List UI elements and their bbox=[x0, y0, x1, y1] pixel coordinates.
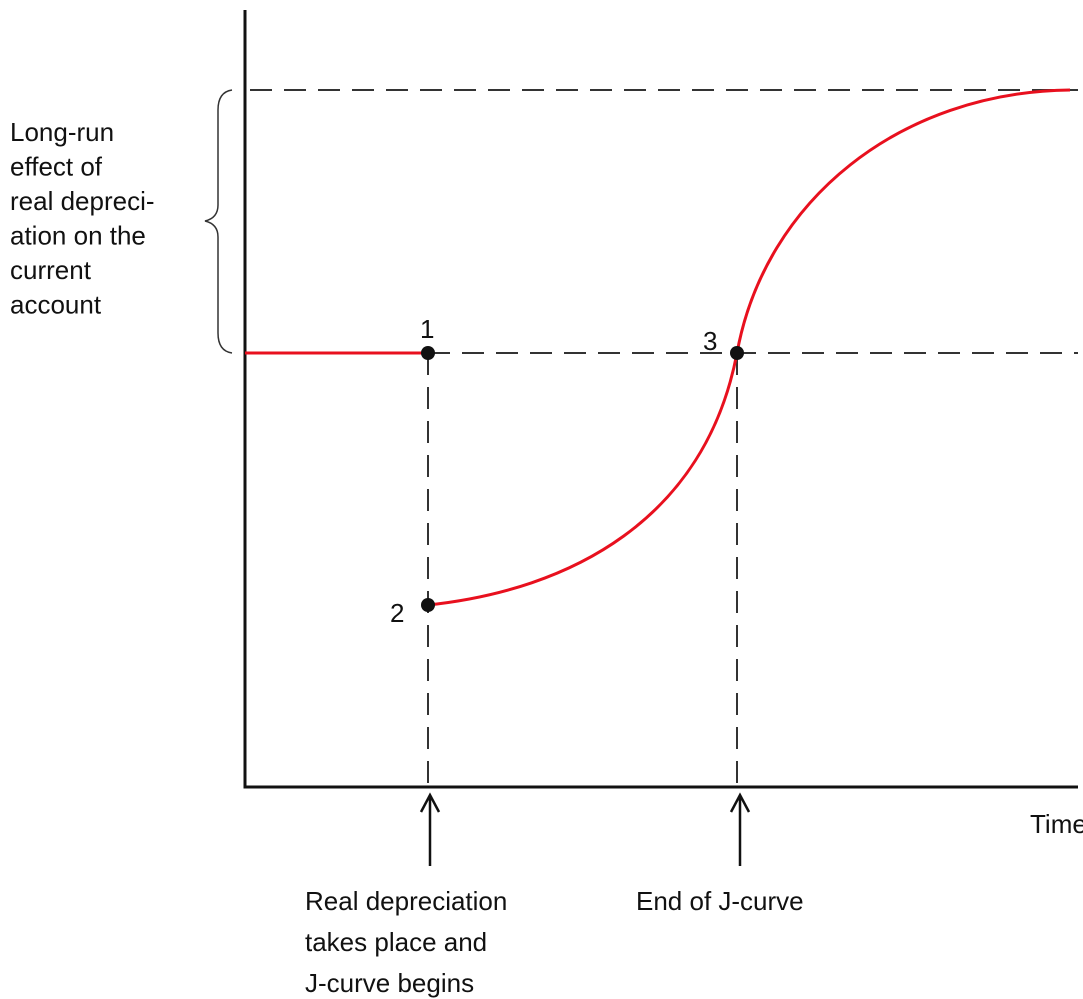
x-axis-label: Time bbox=[1030, 809, 1083, 839]
axes bbox=[243, 10, 1078, 789]
event-label: End of J-curve bbox=[636, 886, 804, 916]
text-line: account bbox=[10, 290, 102, 320]
point-label: 2 bbox=[390, 598, 404, 628]
text-line: effect of bbox=[10, 152, 103, 182]
arrow bbox=[419, 792, 441, 866]
text-line: real depreci- bbox=[10, 186, 155, 216]
text-line: takes place and bbox=[305, 927, 487, 957]
arrow bbox=[729, 792, 751, 866]
point-3 bbox=[730, 346, 744, 360]
text-line: Real depreciation bbox=[305, 886, 507, 916]
text-line: Long-run bbox=[10, 117, 114, 147]
text-line: End of J-curve bbox=[636, 886, 804, 916]
text-line: J-curve begins bbox=[305, 968, 474, 998]
text-line: current bbox=[10, 255, 92, 285]
brace bbox=[204, 89, 233, 354]
point-label: 3 bbox=[703, 326, 717, 356]
text-line: ation on the bbox=[10, 221, 146, 251]
event-label: Real depreciation takes place and J-curve … bbox=[305, 886, 507, 998]
point-1 bbox=[421, 346, 435, 360]
long-run-label: Long-run effect of real depreci-ation on t… bbox=[10, 117, 155, 320]
point-label: 1 bbox=[420, 314, 434, 344]
j-curve bbox=[427, 88, 1071, 607]
point-2 bbox=[421, 598, 435, 612]
